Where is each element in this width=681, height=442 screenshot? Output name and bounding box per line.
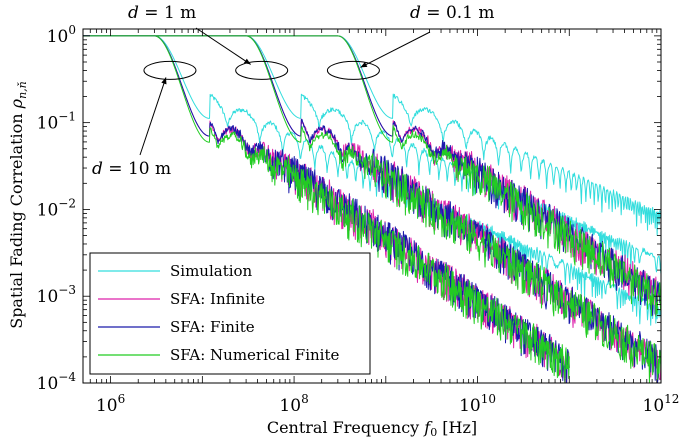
y-tick-label: 10−3: [37, 283, 76, 307]
x-axis-label: Central Frequency f0 [Hz]: [267, 418, 477, 439]
legend-label: SFA: Infinite: [170, 290, 265, 308]
series-line-sim-group-1: [83, 35, 661, 326]
annotation-layer: d = 10 m d = 1 m d = 0.1 m: [92, 3, 495, 179]
x-tick-label: 108: [279, 392, 308, 416]
annotation-ellipse: [326, 60, 380, 80]
series-line-num-group-1: [83, 35, 570, 383]
y-tick-label: 100: [47, 23, 76, 47]
legend-label: Simulation: [170, 262, 253, 280]
legend-label: SFA: Numerical Finite: [170, 346, 339, 364]
annotation-ellipse: [143, 60, 197, 80]
annotation-arrow: [139, 77, 167, 156]
annotation-arrow: [360, 31, 431, 68]
x-tick-label: 106: [96, 392, 125, 416]
x-tick-label: 1010: [459, 392, 496, 416]
y-tick-label: 10−1: [37, 110, 76, 134]
series-line-sim-group-3: [83, 35, 661, 236]
annotation-label: d = 1 m: [128, 3, 196, 23]
plot-frame: [82, 28, 662, 384]
annotation-arrowhead: [161, 77, 167, 85]
legend-box: [89, 252, 371, 375]
annotation-arrowhead: [243, 58, 251, 65]
y-tick-label: 10−2: [37, 196, 76, 220]
x-tick-label: 1012: [643, 392, 680, 416]
legend-label: SFA: Finite: [170, 318, 255, 336]
series-layer: [83, 35, 661, 383]
legend: Simulation SFA: Infinite SFA: Finite SFA: N…: [89, 252, 371, 375]
annotation-label: d = 10 m: [92, 159, 171, 179]
annotation-label: d = 0.1 m: [410, 3, 495, 23]
annotation-arrowhead: [360, 62, 368, 68]
annotation-arrow: [195, 27, 251, 65]
annotation-ellipse: [235, 60, 289, 80]
y-tick-label: 10−4: [37, 370, 77, 394]
ticks-layer: 106 108 1010 1012 100 10−1 10−2 10−3 10−4: [37, 23, 680, 416]
y-axis-label: Spatial Fading Correlation ρn,ň: [7, 81, 29, 329]
series-line-num-group-3: [83, 35, 661, 317]
